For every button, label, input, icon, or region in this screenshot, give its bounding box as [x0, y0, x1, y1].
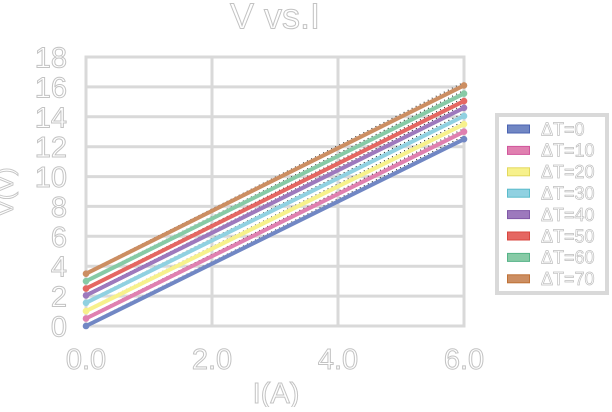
- svg-text:18: 18: [35, 43, 67, 75]
- svg-text:8: 8: [51, 192, 67, 224]
- svg-text:I(A): I(A): [253, 378, 300, 407]
- svg-text:16: 16: [35, 72, 67, 104]
- svg-text:ΔT=10: ΔT=10: [541, 141, 595, 161]
- svg-text:ΔT=20: ΔT=20: [541, 162, 595, 182]
- svg-text:4.0: 4.0: [318, 344, 358, 376]
- svg-text:ΔT=60: ΔT=60: [541, 248, 595, 268]
- svg-text:2.0: 2.0: [192, 344, 232, 376]
- svg-text:6: 6: [51, 222, 67, 254]
- svg-text:ΔT=0: ΔT=0: [541, 119, 585, 139]
- svg-text:V(V): V(V): [0, 168, 19, 217]
- svg-text:4: 4: [51, 252, 67, 284]
- svg-text:0.0: 0.0: [66, 344, 106, 376]
- svg-text:ΔT=40: ΔT=40: [541, 205, 595, 225]
- svg-text:12: 12: [35, 132, 67, 164]
- svg-text:6.0: 6.0: [444, 344, 484, 376]
- svg-text:2: 2: [51, 282, 67, 314]
- svg-text:14: 14: [35, 102, 67, 134]
- svg-text:0: 0: [51, 312, 67, 344]
- svg-text:ΔT=70: ΔT=70: [541, 269, 595, 289]
- svg-text:V vs.I: V vs.I: [230, 0, 320, 37]
- svg-text:ΔT=50: ΔT=50: [541, 226, 595, 246]
- svg-text:10: 10: [35, 162, 67, 194]
- svg-text:ΔT=30: ΔT=30: [541, 184, 595, 204]
